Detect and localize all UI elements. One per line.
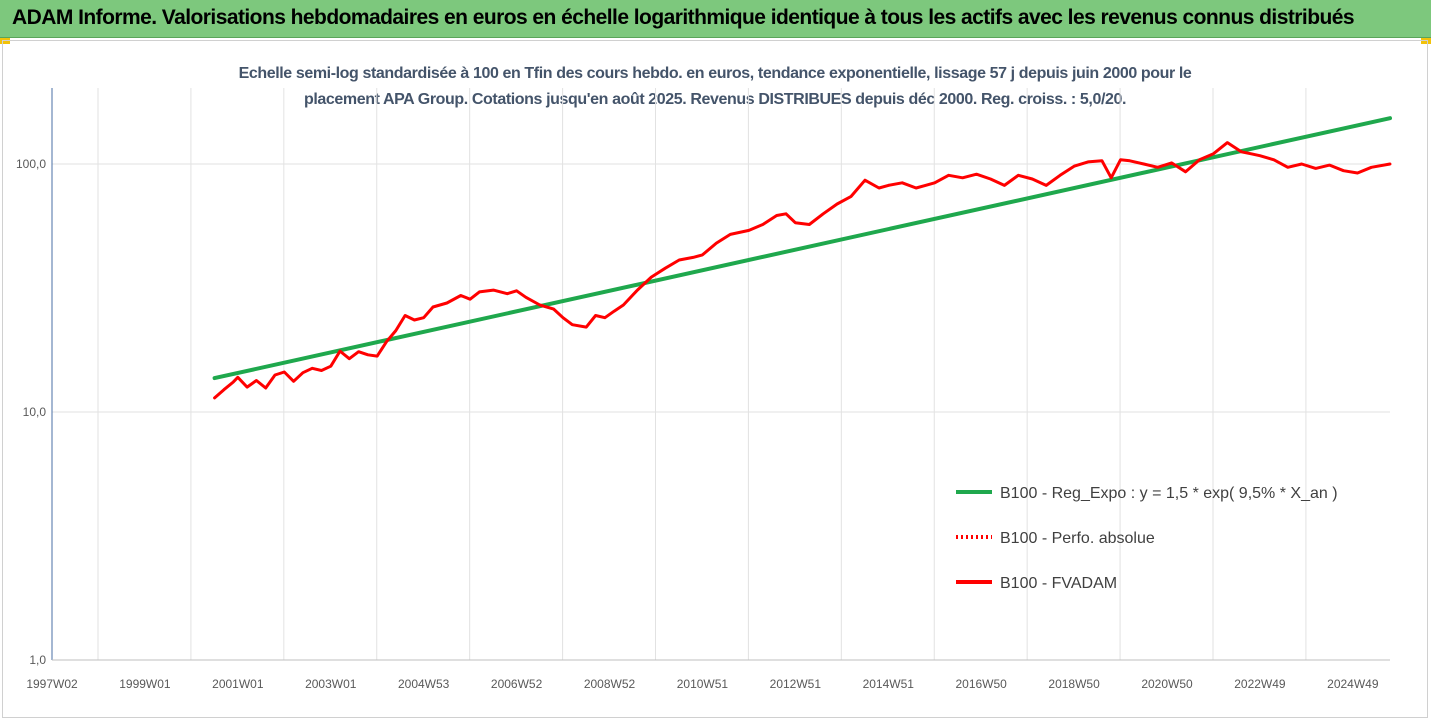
legend-label-2: B100 - Perfo. absolue (1000, 530, 1155, 547)
x-tick-label: 2003W01 (305, 677, 357, 691)
series-line-1 (212, 116, 1392, 381)
x-tick-label: 2008W52 (584, 677, 636, 691)
x-tick-label: 1999W01 (119, 677, 171, 691)
chart-subtitle-line2: placement APA Group. Cotations jusqu'en … (303, 91, 1127, 108)
x-tick-label: 2012W51 (770, 677, 822, 691)
x-tick-label: 2010W51 (677, 677, 729, 691)
x-tick-label: 1997W02 (26, 677, 78, 691)
chart-subtitle-line1: Echelle semi-log standardisée à 100 en T… (238, 65, 1192, 82)
chart-frame (2, 40, 1428, 718)
x-tick-label: 2024W49 (1327, 677, 1379, 691)
corner-marker-right (1421, 38, 1431, 44)
x-tick-label: 2016W50 (955, 677, 1007, 691)
x-tick-label: 2001W01 (212, 677, 264, 691)
y-tick-label: 1,0 (29, 653, 46, 667)
header-banner: ADAM Informe. Valorisations hebdomadaire… (0, 0, 1431, 38)
x-tick-label: 2006W52 (491, 677, 543, 691)
y-tick-label: 10,0 (23, 405, 47, 419)
x-tick-label: 2018W50 (1048, 677, 1100, 691)
legend-label-3: B100 - FVADAM (1000, 575, 1117, 592)
x-tick-label: 2020W50 (1141, 677, 1193, 691)
page-title: ADAM Informe. Valorisations hebdomadaire… (12, 6, 1355, 29)
legend-label-1: B100 - Reg_Expo : y = 1,5 * exp( 9,5% * … (1000, 485, 1338, 502)
x-tick-label: 2022W49 (1234, 677, 1286, 691)
x-tick-label: 2004W53 (398, 677, 450, 691)
corner-marker-left (0, 38, 10, 44)
x-tick-label: 2014W51 (863, 677, 915, 691)
series-line-3 (213, 141, 1392, 400)
y-tick-label: 100,0 (16, 157, 46, 171)
